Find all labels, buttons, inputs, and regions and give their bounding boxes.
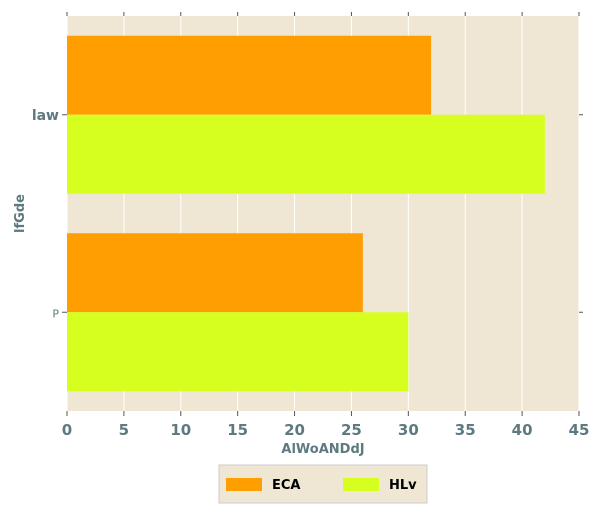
x-tick-label: 30 [398, 421, 419, 439]
bar-hlv-law [67, 114, 545, 194]
x-tick-label: 20 [284, 421, 305, 439]
x-axis-ticks: 0 5 10 15 20 25 30 35 40 45 [62, 12, 590, 439]
legend-swatch-eca [226, 478, 262, 491]
x-tick-label: 5 [119, 421, 129, 439]
x-tick-label: 35 [455, 421, 476, 439]
y-tick-label: law [32, 108, 59, 124]
y-axis-label: lfGde [13, 194, 28, 233]
x-tick-label: 25 [341, 421, 362, 439]
x-tick-label: 0 [62, 421, 72, 439]
x-axis-label: AlWoANDdJ [281, 442, 364, 457]
x-tick-label: 10 [170, 421, 191, 439]
x-tick-label: 40 [512, 421, 533, 439]
bar-eca-p [67, 233, 363, 313]
x-tick-label: 45 [569, 421, 590, 439]
y-tick-label: P [52, 307, 59, 320]
bars [67, 35, 545, 392]
legend-label-hlv: HLv [389, 478, 417, 493]
legend-label-eca: ECA [272, 478, 300, 493]
x-tick-label: 15 [227, 421, 248, 439]
legend-swatch-hlv [343, 478, 379, 491]
legend: ECA HLv [218, 464, 428, 504]
bar-eca-law [67, 35, 432, 115]
bar-hlv-p [67, 312, 409, 392]
